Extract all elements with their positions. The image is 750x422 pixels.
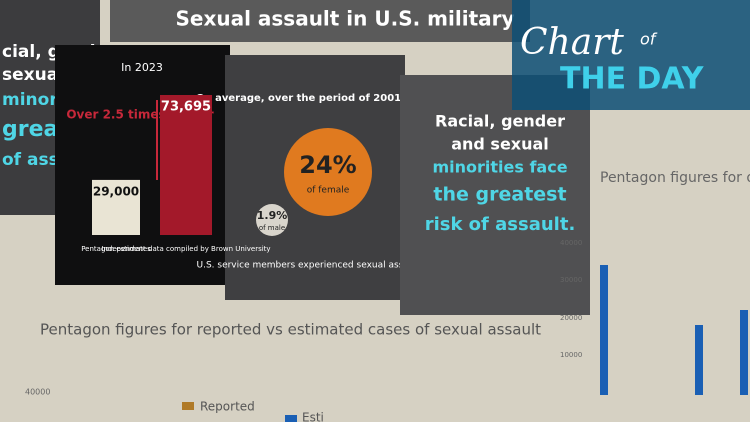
bar: [160, 95, 212, 235]
bar-value: 73,695: [161, 100, 211, 115]
right-title: Pentagon figures for of sexual assault: [600, 170, 750, 186]
period: In 2023: [121, 61, 163, 74]
legend-swatch: [182, 402, 194, 410]
right-ytick: 40000: [560, 239, 582, 247]
bar-value: 29,000: [93, 184, 139, 198]
left-line: sexual: [2, 65, 64, 85]
right-ytick: 10000: [560, 351, 582, 359]
decor-bar: [695, 325, 703, 395]
circle-caption: U.S. service members experienced sexual …: [197, 261, 424, 271]
decor-bar: [600, 265, 608, 395]
right-ytick: 30000: [560, 276, 582, 284]
risk-line: the greatest: [433, 184, 566, 206]
risk-line: Racial, gender: [435, 112, 565, 131]
risk-line: minorities face: [432, 158, 567, 177]
logo-chart: Chart: [520, 22, 624, 63]
circle: [256, 204, 288, 236]
legend-swatch: [285, 415, 297, 422]
logo-day: THE DAY: [560, 62, 705, 97]
circle-intro: On average, over the period of 2001–2021: [196, 93, 434, 104]
risk-line: risk of assault.: [425, 214, 576, 235]
bottom-title: Pentagon figures for reported vs estimat…: [40, 321, 541, 339]
circle: [284, 128, 372, 216]
title-band: [110, 0, 530, 42]
circle-value: 1.9%: [257, 209, 288, 222]
bar: [92, 179, 140, 235]
decor-bar: [740, 310, 748, 395]
bar-label: Pentagon estimates: [81, 245, 151, 253]
risk-line: and sexual: [451, 135, 549, 154]
risk-text: Racial, gender and sexual minorities fac…: [425, 112, 576, 236]
bottom-ytick: 40000: [25, 388, 50, 397]
circle-label: of female: [307, 186, 350, 196]
legend-label: Esti: [302, 411, 324, 422]
logo-of: of: [640, 30, 658, 49]
title: Sexual assault in U.S. military: [175, 7, 514, 31]
risk-panel: [400, 75, 590, 315]
logo-bg: [512, 0, 750, 110]
bar-label: Independent data compiled by Brown Unive…: [101, 245, 270, 253]
right-ticks: 40000 30000 20000 10000: [560, 239, 582, 359]
circle-value: 24%: [299, 151, 356, 179]
circle-label: of male: [259, 224, 285, 232]
right-ytick: 20000: [560, 314, 582, 322]
legend-label: Reported: [200, 400, 255, 414]
